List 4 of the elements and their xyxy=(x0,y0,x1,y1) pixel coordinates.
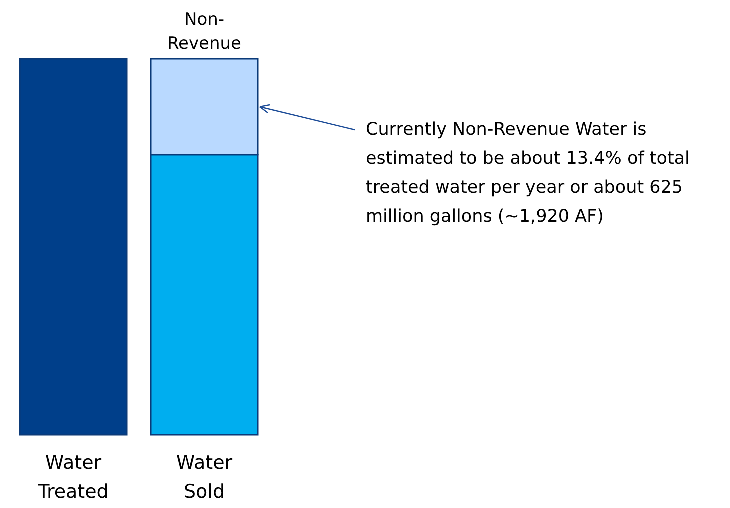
series-label: Non-Revenue xyxy=(167,10,242,54)
text: Currently Non-Revenue Water is estimated to be about 13.4% of total treated water per year or about 625 million gallons (~1,920 AF) xyxy=(366,119,691,229)
x-tick-label: Water Sold xyxy=(176,452,233,503)
x-tick-label: Water Treated xyxy=(37,452,109,503)
